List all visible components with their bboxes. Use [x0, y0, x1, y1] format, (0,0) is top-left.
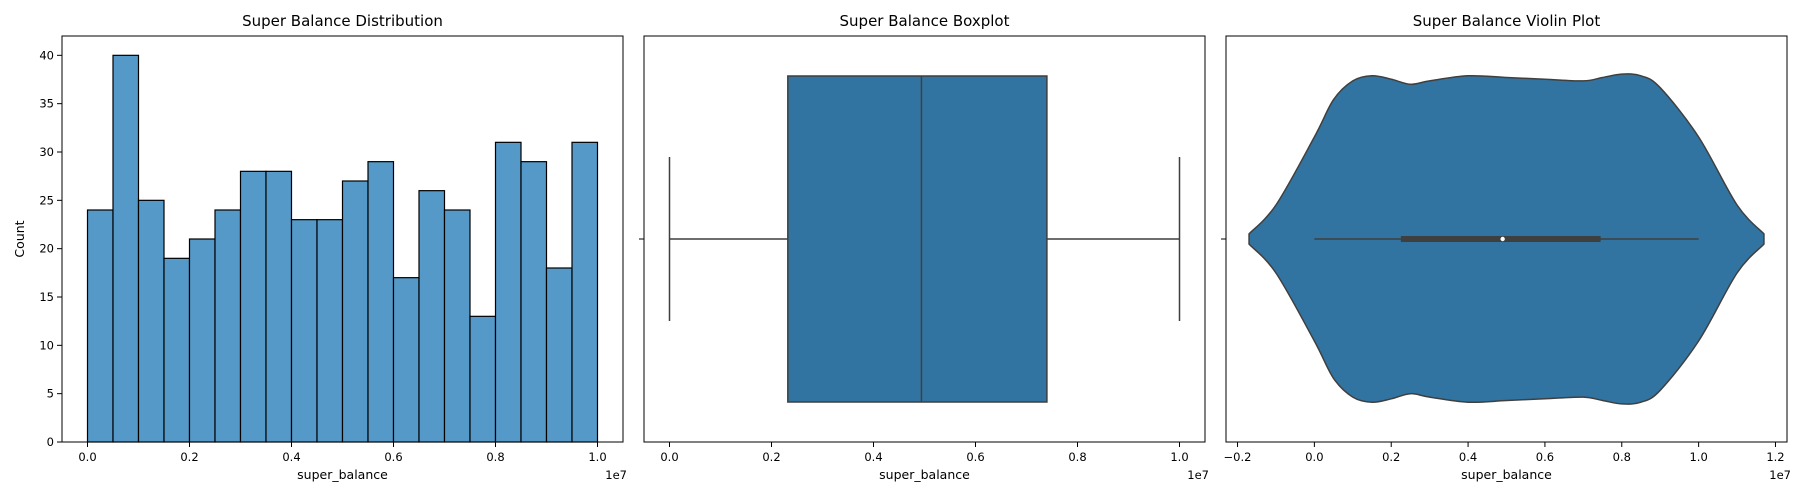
y-tick-label: 25 [39, 193, 54, 207]
x-tick-label: 1.2 [1766, 450, 1784, 464]
histogram-bar [188, 238, 216, 443]
box-iqr [787, 75, 1048, 403]
histogram-bar [290, 219, 318, 443]
y-tick-label: 20 [39, 242, 54, 256]
plot-frame [643, 35, 1206, 443]
x-tick-label: 0.2 [180, 450, 198, 464]
histogram-bar [520, 161, 548, 443]
chart-title: Super Balance Distribution [242, 12, 443, 30]
histogram-bar [265, 170, 293, 443]
x-tick-label: 0.2 [762, 450, 780, 464]
histogram-bar [316, 219, 344, 443]
x-axis-label: super_balance [297, 467, 388, 482]
y-tick-label: 35 [39, 97, 54, 111]
plot-frame [1225, 35, 1788, 443]
x-tick-label: 0.8 [1613, 450, 1631, 464]
chart-title: Super Balance Boxplot [840, 12, 1010, 30]
x-offset-label: 1e7 [605, 468, 627, 482]
histogram-bar [367, 161, 395, 443]
histogram-bar [392, 277, 420, 443]
x-tick-label: 1.0 [588, 450, 606, 464]
x-offset-label: 1e7 [1187, 468, 1209, 482]
x-tick-label: 0.4 [1459, 450, 1477, 464]
x-tick-label: 1.0 [1170, 450, 1188, 464]
x-tick-label: 0.6 [384, 450, 402, 464]
histogram-bar [112, 54, 140, 443]
histogram-bar [137, 199, 165, 443]
x-axis-label: super_balance [879, 467, 970, 482]
x-tick-label: 1.0 [1689, 450, 1707, 464]
histogram-bar [214, 209, 242, 443]
x-tick-label: −0.2 [1224, 450, 1252, 464]
y-tick-label: 5 [47, 387, 54, 401]
x-tick-label: 0.6 [966, 450, 984, 464]
histogram-bar [443, 209, 471, 443]
y-tick-label: 30 [39, 145, 54, 159]
histogram-bar [545, 267, 573, 443]
y-tick-label: 15 [39, 290, 54, 304]
x-tick-label: 0.8 [486, 450, 504, 464]
histogram-bar [571, 141, 599, 443]
x-tick-label: 0.8 [1068, 450, 1086, 464]
histogram-bar [341, 180, 369, 443]
histogram-bar [86, 209, 114, 443]
y-axis-label: Count [12, 220, 27, 257]
x-offset-label: 1e7 [1769, 468, 1791, 482]
x-tick-label: 0.0 [78, 450, 96, 464]
y-tick-label: 0 [47, 435, 54, 449]
x-tick-label: 0.2 [1382, 450, 1400, 464]
x-axis-label: super_balance [1461, 467, 1552, 482]
histogram-bar [239, 170, 267, 443]
x-tick-label: 0.4 [282, 450, 300, 464]
plot-frame [61, 35, 624, 443]
histogram-bar [494, 141, 522, 443]
x-tick-label: 0.0 [660, 450, 678, 464]
x-tick-label: 0.4 [864, 450, 882, 464]
histogram-bar [418, 190, 446, 443]
x-tick-label: 0.6 [1536, 450, 1554, 464]
histogram-bar [469, 315, 497, 443]
chart-title: Super Balance Violin Plot [1413, 12, 1601, 30]
histogram-bar [163, 257, 191, 443]
y-tick-label: 10 [39, 338, 54, 352]
violin-median-dot [1500, 236, 1505, 242]
x-tick-label: 0.0 [1305, 450, 1323, 464]
y-tick-label: 40 [39, 48, 54, 62]
